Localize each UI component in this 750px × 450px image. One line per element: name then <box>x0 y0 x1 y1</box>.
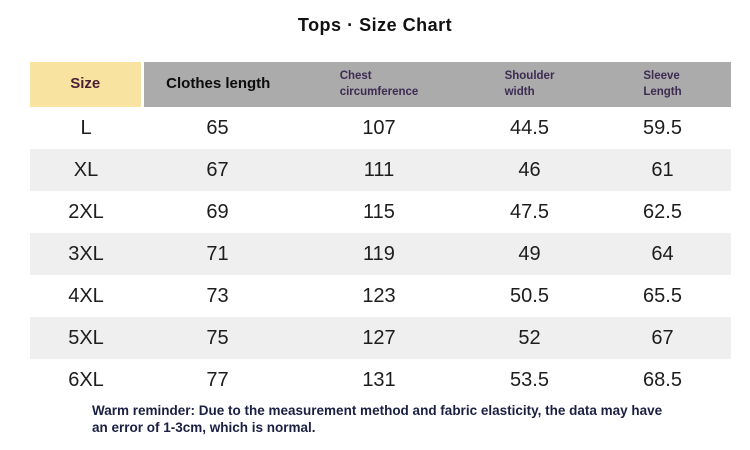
value-cell: 50.5 <box>510 284 549 307</box>
value-cell: 131 <box>362 368 396 391</box>
value-cell: 68.5 <box>643 368 682 391</box>
table-row: 4XL 73 123 50.5 65.5 <box>30 275 731 317</box>
value-cell: 127 <box>362 326 396 349</box>
table-row: 5XL 75 127 52 67 <box>30 317 731 359</box>
value-cell: 67 <box>651 326 674 349</box>
value-cell: 46 <box>518 158 541 181</box>
value-cell: 123 <box>362 284 396 307</box>
header-cell-chest-circumference: Chest circumference <box>293 62 465 107</box>
header-cell-shoulder-width: Shoulder width <box>465 62 594 107</box>
header-label-shoulder-width: Shoulder width <box>504 69 555 98</box>
value-cell: 49 <box>518 242 541 265</box>
value-cell: 61 <box>651 158 674 181</box>
table-header-row: Size Clothes length Chest circumference … <box>30 62 731 107</box>
value-cell: 69 <box>206 200 229 223</box>
value-cell: 53.5 <box>510 368 549 391</box>
value-cell: 71 <box>206 242 229 265</box>
value-cell: 65.5 <box>643 284 682 307</box>
header-cell-sleeve-length: Sleeve Length <box>594 62 731 107</box>
page-title: Tops · Size Chart <box>297 15 453 35</box>
size-cell: 3XL <box>68 242 104 265</box>
value-cell: 73 <box>206 284 229 307</box>
size-cell: 6XL <box>68 368 104 391</box>
size-table: Size Clothes length Chest circumference … <box>30 62 731 401</box>
size-cell: L <box>80 116 92 139</box>
value-cell: 47.5 <box>510 200 549 223</box>
warm-reminder-text: Warm reminder: Due to the measurement me… <box>92 403 663 436</box>
value-cell: 62.5 <box>643 200 682 223</box>
value-cell: 119 <box>363 242 395 265</box>
size-cell: 5XL <box>68 326 104 349</box>
value-cell: 75 <box>206 326 229 349</box>
header-label-size: Size <box>70 75 101 93</box>
value-cell: 67 <box>206 158 229 181</box>
value-cell: 64 <box>651 242 674 265</box>
header-cell-clothes-length: Clothes length <box>142 62 293 107</box>
table-row: L 65 107 44.5 59.5 <box>30 107 731 149</box>
header-label-chest-circumference: Chest circumference <box>339 69 419 98</box>
value-cell: 115 <box>363 200 395 223</box>
value-cell: 44.5 <box>510 116 549 139</box>
header-label-clothes-length: Clothes length <box>166 75 271 93</box>
value-cell: 52 <box>518 326 541 349</box>
header-label-sleeve-length: Sleeve Length <box>643 69 682 98</box>
value-cell: 77 <box>206 368 229 391</box>
size-cell: 2XL <box>68 200 104 223</box>
value-cell: 107 <box>362 116 396 139</box>
size-cell: 4XL <box>68 284 104 307</box>
table-row: 6XL 77 131 53.5 68.5 <box>30 359 731 401</box>
header-cell-size: Size <box>30 62 144 107</box>
table-row: 2XL 69 115 47.5 62.5 <box>30 191 731 233</box>
value-cell: 59.5 <box>643 116 682 139</box>
table-row: 3XL 71 119 49 64 <box>30 233 731 275</box>
value-cell: 111 <box>363 158 395 181</box>
size-cell: XL <box>73 158 99 181</box>
table-row: XL 67 111 46 61 <box>30 149 731 191</box>
value-cell: 65 <box>206 116 229 139</box>
